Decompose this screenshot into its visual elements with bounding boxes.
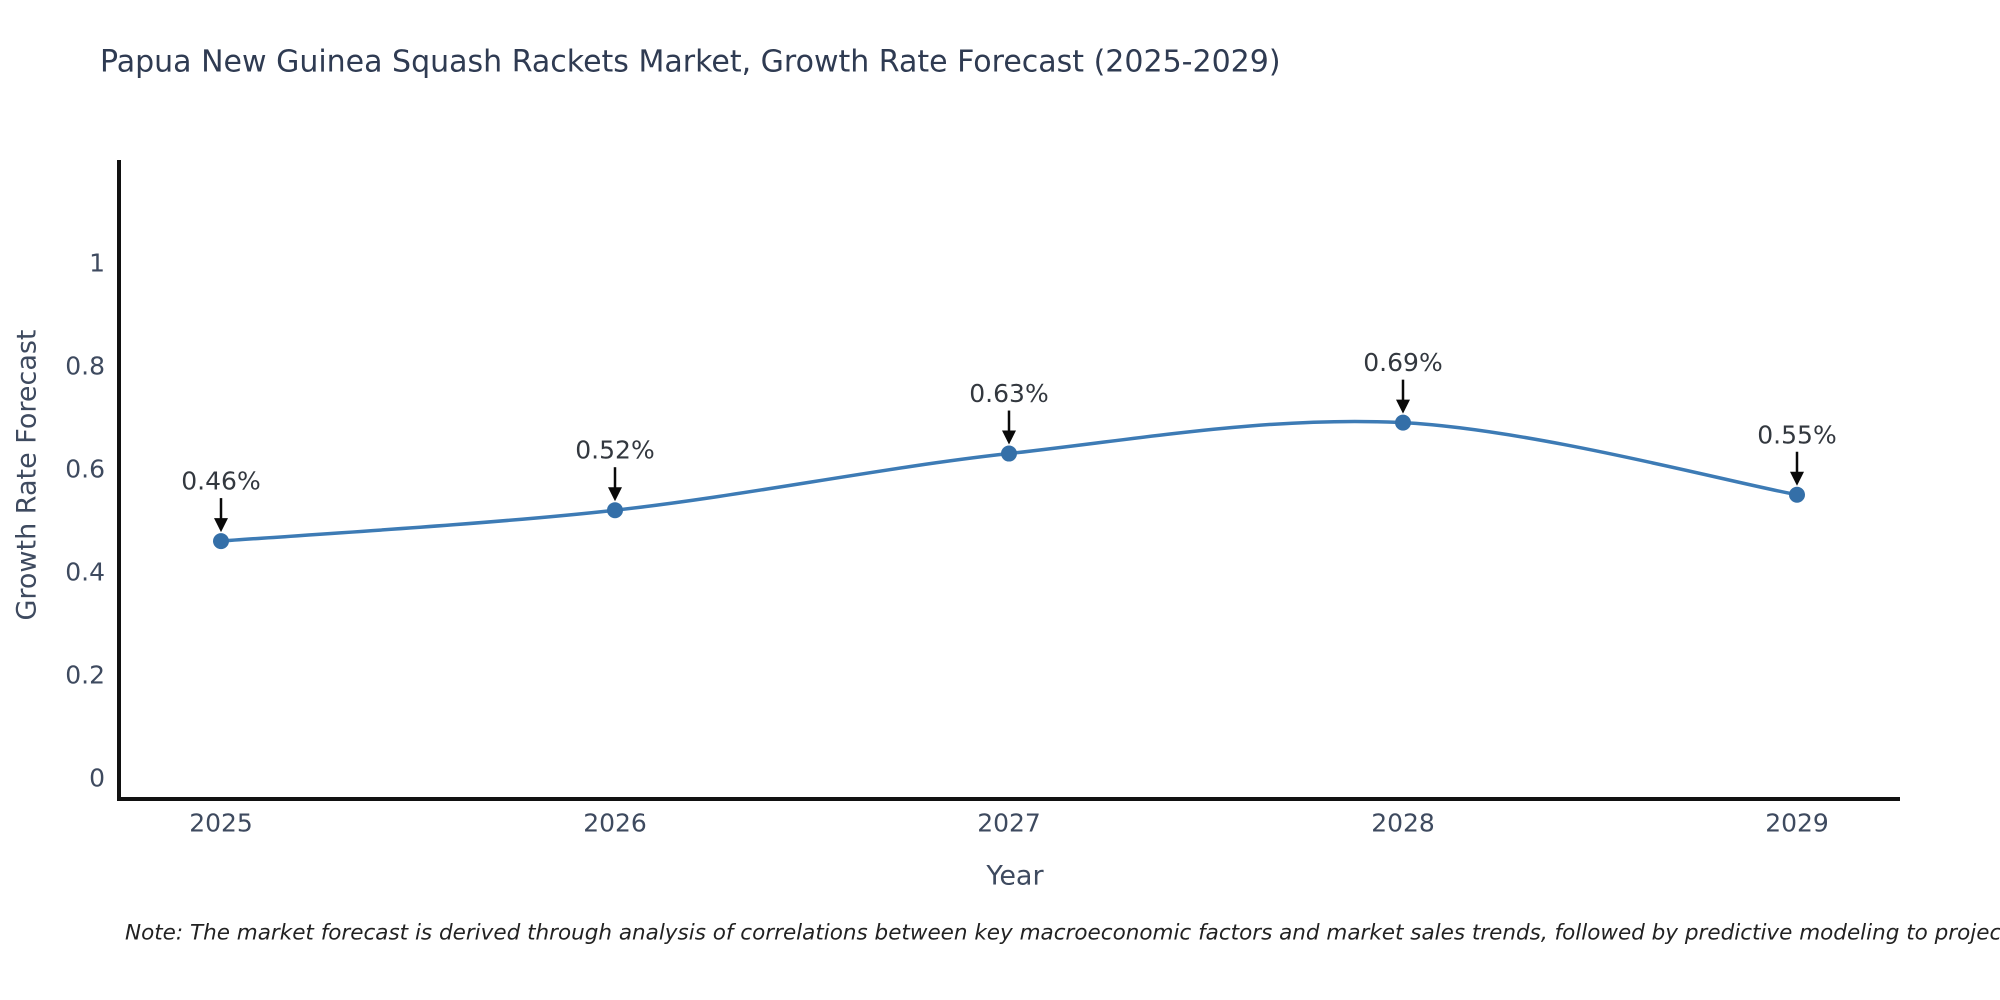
x-tick-label: 2025 (189, 809, 253, 838)
annotation-arrow-head (1790, 471, 1804, 486)
y-axis-title: Growth Rate Forecast (11, 329, 43, 621)
point-value-label: 0.63% (969, 379, 1048, 408)
point-value-label: 0.46% (181, 467, 260, 496)
x-tick-label: 2029 (1765, 809, 1829, 838)
footnote: Note: The market forecast is derived thr… (125, 920, 2000, 946)
y-tick-label: 0.8 (65, 352, 105, 381)
x-tick-label: 2026 (583, 809, 647, 838)
data-point-marker (1001, 445, 1017, 462)
annotation-arrow-head (214, 518, 228, 533)
x-tick-label: 2028 (1371, 809, 1435, 838)
y-tick-label: 0.2 (65, 661, 105, 690)
y-tick-label: 0.6 (65, 455, 105, 484)
point-value-label: 0.69% (1363, 348, 1442, 377)
annotation-arrow-head (1002, 430, 1016, 445)
data-point-marker (607, 502, 623, 519)
data-point-marker (1789, 486, 1805, 503)
annotation-arrow-head (608, 487, 622, 502)
point-value-label: 0.52% (575, 436, 654, 465)
y-tick-label: 0 (89, 764, 105, 793)
data-point-marker (1395, 414, 1411, 431)
data-point-marker (213, 533, 229, 550)
y-tick-label: 1 (89, 249, 105, 278)
chart-title: Papua New Guinea Squash Rackets Market, … (100, 44, 1281, 80)
annotation-arrow-head (1396, 399, 1410, 414)
x-axis-title: Year (986, 860, 1044, 892)
point-value-label: 0.55% (1757, 420, 1836, 449)
y-tick-label: 0.4 (65, 558, 105, 587)
x-tick-label: 2027 (977, 809, 1041, 838)
